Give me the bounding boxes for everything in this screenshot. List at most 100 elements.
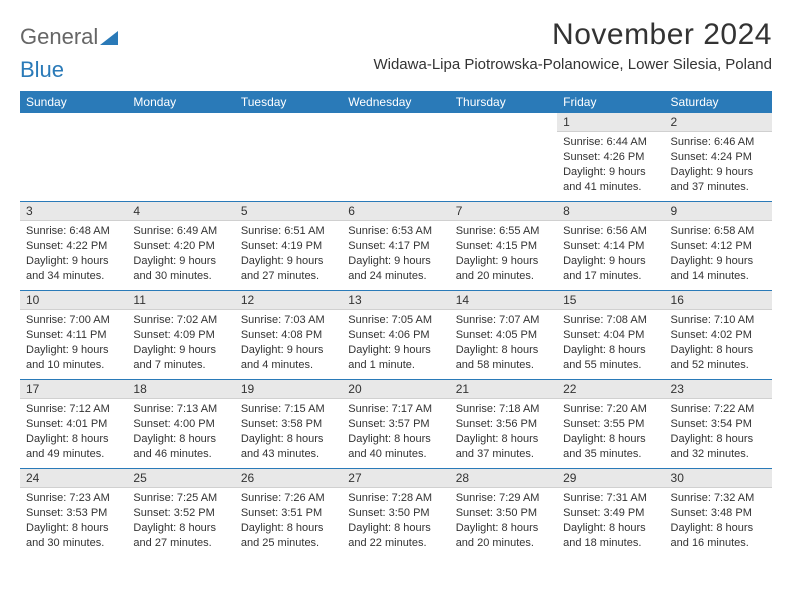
sunset-text: Sunset: 4:06 PM — [348, 328, 443, 343]
day-number: 5 — [235, 202, 342, 221]
day-number: 20 — [342, 380, 449, 399]
sunset-text: Sunset: 4:08 PM — [241, 328, 336, 343]
day-cell: 14Sunrise: 7:07 AMSunset: 4:05 PMDayligh… — [450, 291, 557, 379]
day-number: 11 — [127, 291, 234, 310]
daylight-text: Daylight: 8 hours and 52 minutes. — [671, 343, 766, 373]
sunrise-text: Sunrise: 6:49 AM — [133, 224, 228, 239]
day-data: Sunrise: 7:26 AMSunset: 3:51 PMDaylight:… — [235, 488, 342, 553]
week-row: 3Sunrise: 6:48 AMSunset: 4:22 PMDaylight… — [20, 202, 772, 291]
sunset-text: Sunset: 4:17 PM — [348, 239, 443, 254]
calendar-page: General November 2024 Widawa-Lipa Piotro… — [0, 0, 792, 557]
sunrise-text: Sunrise: 6:46 AM — [671, 135, 766, 150]
day-data: Sunrise: 7:25 AMSunset: 3:52 PMDaylight:… — [127, 488, 234, 553]
day-data: Sunrise: 7:20 AMSunset: 3:55 PMDaylight:… — [557, 399, 664, 464]
day-number: 27 — [342, 469, 449, 488]
day-number: 18 — [127, 380, 234, 399]
weekday-sunday: Sunday — [20, 91, 127, 113]
daylight-text: Daylight: 8 hours and 55 minutes. — [563, 343, 658, 373]
daylight-text: Daylight: 8 hours and 27 minutes. — [133, 521, 228, 551]
day-data: Sunrise: 7:13 AMSunset: 4:00 PMDaylight:… — [127, 399, 234, 464]
weekday-header: SundayMondayTuesdayWednesdayThursdayFrid… — [20, 91, 772, 113]
day-data: Sunrise: 7:29 AMSunset: 3:50 PMDaylight:… — [450, 488, 557, 553]
sunrise-text: Sunrise: 6:48 AM — [26, 224, 121, 239]
daylight-text: Daylight: 8 hours and 35 minutes. — [563, 432, 658, 462]
sunrise-text: Sunrise: 7:03 AM — [241, 313, 336, 328]
week-row: 17Sunrise: 7:12 AMSunset: 4:01 PMDayligh… — [20, 380, 772, 469]
day-number: 17 — [20, 380, 127, 399]
sunset-text: Sunset: 4:15 PM — [456, 239, 551, 254]
sunrise-text: Sunrise: 7:12 AM — [26, 402, 121, 417]
day-cell: 26Sunrise: 7:26 AMSunset: 3:51 PMDayligh… — [235, 469, 342, 557]
day-data: Sunrise: 6:48 AMSunset: 4:22 PMDaylight:… — [20, 221, 127, 286]
sunrise-text: Sunrise: 6:44 AM — [563, 135, 658, 150]
daylight-text: Daylight: 9 hours and 27 minutes. — [241, 254, 336, 284]
day-data: Sunrise: 7:15 AMSunset: 3:58 PMDaylight:… — [235, 399, 342, 464]
weekday-thursday: Thursday — [450, 91, 557, 113]
day-number: 21 — [450, 380, 557, 399]
sunset-text: Sunset: 3:50 PM — [348, 506, 443, 521]
day-data: Sunrise: 7:03 AMSunset: 4:08 PMDaylight:… — [235, 310, 342, 375]
sunset-text: Sunset: 4:20 PM — [133, 239, 228, 254]
day-number: 10 — [20, 291, 127, 310]
daylight-text: Daylight: 8 hours and 43 minutes. — [241, 432, 336, 462]
sunset-text: Sunset: 4:04 PM — [563, 328, 658, 343]
daylight-text: Daylight: 9 hours and 34 minutes. — [26, 254, 121, 284]
weekday-wednesday: Wednesday — [342, 91, 449, 113]
day-cell: 23Sunrise: 7:22 AMSunset: 3:54 PMDayligh… — [665, 380, 772, 468]
day-data: Sunrise: 6:56 AMSunset: 4:14 PMDaylight:… — [557, 221, 664, 286]
daylight-text: Daylight: 9 hours and 17 minutes. — [563, 254, 658, 284]
daylight-text: Daylight: 9 hours and 14 minutes. — [671, 254, 766, 284]
day-number: 15 — [557, 291, 664, 310]
daylight-text: Daylight: 9 hours and 30 minutes. — [133, 254, 228, 284]
day-cell: 24Sunrise: 7:23 AMSunset: 3:53 PMDayligh… — [20, 469, 127, 557]
day-number — [20, 113, 127, 117]
sunrise-text: Sunrise: 6:56 AM — [563, 224, 658, 239]
daylight-text: Daylight: 8 hours and 37 minutes. — [456, 432, 551, 462]
week-row: 10Sunrise: 7:00 AMSunset: 4:11 PMDayligh… — [20, 291, 772, 380]
month-title: November 2024 — [373, 18, 772, 52]
day-cell: 16Sunrise: 7:10 AMSunset: 4:02 PMDayligh… — [665, 291, 772, 379]
sunrise-text: Sunrise: 7:31 AM — [563, 491, 658, 506]
day-cell: 25Sunrise: 7:25 AMSunset: 3:52 PMDayligh… — [127, 469, 234, 557]
weekday-saturday: Saturday — [665, 91, 772, 113]
daylight-text: Daylight: 9 hours and 37 minutes. — [671, 165, 766, 195]
daylight-text: Daylight: 8 hours and 32 minutes. — [671, 432, 766, 462]
sunrise-text: Sunrise: 6:58 AM — [671, 224, 766, 239]
day-cell: 4Sunrise: 6:49 AMSunset: 4:20 PMDaylight… — [127, 202, 234, 290]
sunrise-text: Sunrise: 7:23 AM — [26, 491, 121, 506]
day-cell: 15Sunrise: 7:08 AMSunset: 4:04 PMDayligh… — [557, 291, 664, 379]
day-cell: 10Sunrise: 7:00 AMSunset: 4:11 PMDayligh… — [20, 291, 127, 379]
sunset-text: Sunset: 3:51 PM — [241, 506, 336, 521]
daylight-text: Daylight: 8 hours and 22 minutes. — [348, 521, 443, 551]
day-data: Sunrise: 6:49 AMSunset: 4:20 PMDaylight:… — [127, 221, 234, 286]
day-data: Sunrise: 7:22 AMSunset: 3:54 PMDaylight:… — [665, 399, 772, 464]
day-data: Sunrise: 6:44 AMSunset: 4:26 PMDaylight:… — [557, 132, 664, 197]
sunrise-text: Sunrise: 6:53 AM — [348, 224, 443, 239]
sunset-text: Sunset: 4:22 PM — [26, 239, 121, 254]
sunrise-text: Sunrise: 6:55 AM — [456, 224, 551, 239]
sunrise-text: Sunrise: 7:05 AM — [348, 313, 443, 328]
sunset-text: Sunset: 3:57 PM — [348, 417, 443, 432]
day-cell: 30Sunrise: 7:32 AMSunset: 3:48 PMDayligh… — [665, 469, 772, 557]
day-data: Sunrise: 6:58 AMSunset: 4:12 PMDaylight:… — [665, 221, 772, 286]
day-cell: 28Sunrise: 7:29 AMSunset: 3:50 PMDayligh… — [450, 469, 557, 557]
daylight-text: Daylight: 9 hours and 41 minutes. — [563, 165, 658, 195]
daylight-text: Daylight: 8 hours and 20 minutes. — [456, 521, 551, 551]
day-number: 19 — [235, 380, 342, 399]
day-number: 22 — [557, 380, 664, 399]
logo-text-2: Blue — [20, 57, 64, 82]
day-data: Sunrise: 7:32 AMSunset: 3:48 PMDaylight:… — [665, 488, 772, 553]
day-data: Sunrise: 7:02 AMSunset: 4:09 PMDaylight:… — [127, 310, 234, 375]
daylight-text: Daylight: 9 hours and 4 minutes. — [241, 343, 336, 373]
day-cell: 1Sunrise: 6:44 AMSunset: 4:26 PMDaylight… — [557, 113, 664, 201]
daylight-text: Daylight: 8 hours and 25 minutes. — [241, 521, 336, 551]
day-data: Sunrise: 6:53 AMSunset: 4:17 PMDaylight:… — [342, 221, 449, 286]
logo-text-1: General — [20, 24, 98, 50]
day-cell: 17Sunrise: 7:12 AMSunset: 4:01 PMDayligh… — [20, 380, 127, 468]
day-data: Sunrise: 7:18 AMSunset: 3:56 PMDaylight:… — [450, 399, 557, 464]
sunrise-text: Sunrise: 7:00 AM — [26, 313, 121, 328]
daylight-text: Daylight: 8 hours and 30 minutes. — [26, 521, 121, 551]
sunrise-text: Sunrise: 7:18 AM — [456, 402, 551, 417]
sunset-text: Sunset: 3:53 PM — [26, 506, 121, 521]
sunset-text: Sunset: 3:50 PM — [456, 506, 551, 521]
